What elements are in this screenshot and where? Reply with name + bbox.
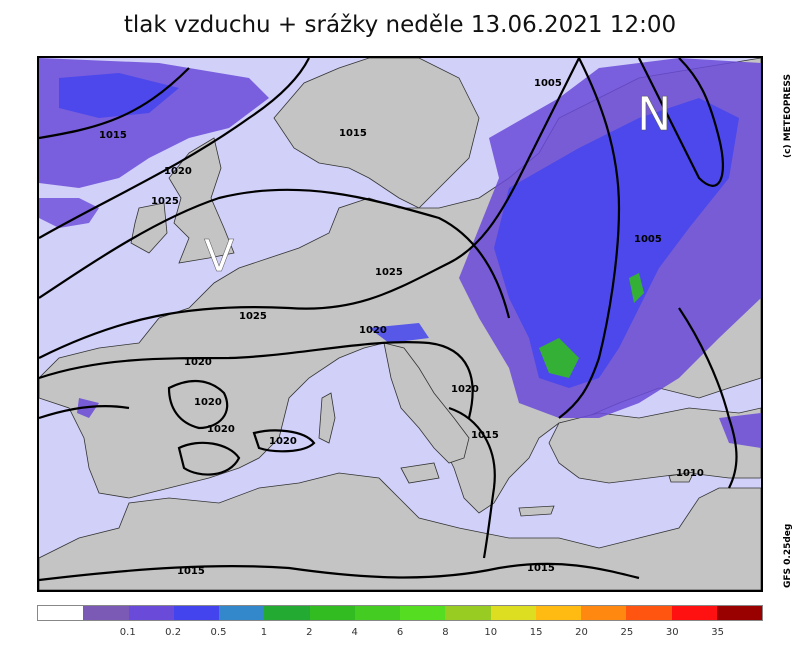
land-cyprus	[668, 471, 695, 483]
legend-label: 4	[351, 627, 358, 638]
isobar-path	[167, 380, 229, 430]
legend-swatch	[445, 606, 491, 620]
land-north-africa	[39, 472, 761, 590]
precip-heavy-balkans	[539, 338, 579, 378]
legend-swatch	[354, 606, 400, 620]
isobar-label: 1020	[184, 357, 212, 368]
isobar-label: 1025	[375, 267, 403, 278]
isobar-path	[39, 404, 130, 420]
credit-text: (c) METEOPRESS	[783, 74, 793, 158]
precip-north-atlantic-core	[59, 73, 179, 118]
legend-swatch	[626, 606, 672, 620]
land-sardinia	[318, 392, 336, 444]
isobar-label: 1015	[339, 128, 367, 139]
legend-swatch	[264, 606, 310, 620]
high-pressure-letter: V	[204, 231, 234, 282]
legend-label: 6	[396, 627, 404, 638]
isobar-path	[39, 58, 580, 359]
isobar-label: 1020	[207, 424, 235, 435]
precip-eastern-europe-core	[494, 98, 739, 388]
legend-swatch	[581, 606, 627, 620]
legend-label: 1	[260, 627, 268, 638]
land-crete	[518, 505, 555, 517]
isobar-path	[39, 341, 474, 419]
legend-swatch	[309, 606, 355, 620]
isobar-path	[558, 58, 621, 419]
land-italy	[383, 342, 470, 464]
land-britain	[168, 137, 235, 264]
precip-heavy-east	[629, 273, 644, 303]
legend-swatch	[490, 606, 536, 620]
legend-swatch	[38, 606, 84, 620]
precip-legend	[37, 605, 763, 621]
isobar-path	[678, 307, 738, 489]
precip-alps	[369, 323, 429, 343]
legend-label: 25	[620, 627, 634, 638]
map-canvas: 1005 1015 1015 1020 1025 1025 1025 1020 …	[39, 58, 761, 590]
isobar-path	[39, 562, 640, 582]
isobar-path	[448, 406, 496, 559]
legend-swatch	[671, 606, 717, 620]
isobars	[39, 58, 738, 582]
isobar-label: 1020	[194, 397, 222, 408]
weather-map: 1005 1015 1015 1020 1025 1025 1025 1020 …	[37, 56, 763, 592]
map-title: tlak vzduchu + srážky neděle 13.06.2021 …	[123, 12, 677, 38]
isobar-label: 1015	[99, 130, 127, 141]
isobar-path	[39, 67, 190, 140]
isobar-path	[252, 429, 316, 453]
legend-label: 20	[575, 627, 588, 638]
model-text-box: GFS 0.25deg	[783, 524, 793, 588]
legend-label: 15	[529, 627, 543, 638]
credit-text-box: (c) METEOPRESS	[783, 74, 793, 158]
isobar-path	[177, 441, 241, 476]
legend-label: 2	[306, 627, 313, 638]
isobar-label-group: 1005 1015 1015 1020 1025 1025 1025 1020 …	[99, 78, 704, 577]
isobar-label: 1010	[676, 468, 704, 479]
isobar-label: 1015	[527, 563, 555, 574]
isobar-label: 1005	[534, 78, 562, 89]
legend-label: 35	[711, 627, 724, 638]
isobar-label: 1025	[151, 196, 179, 207]
isobar-label: 1015	[177, 566, 205, 577]
legend-label: 8	[442, 627, 449, 638]
legend-swatch	[716, 606, 762, 620]
isobar-label: 1020	[359, 325, 387, 336]
land-turkey	[548, 407, 761, 484]
legend-swatch	[219, 606, 265, 620]
land-scandinavia	[273, 58, 480, 209]
isobar-label: 1015	[471, 430, 499, 441]
precip-atlantic-west	[39, 198, 99, 228]
isobar-label: 1020	[269, 436, 297, 447]
low-pressure-letter: N	[637, 87, 671, 141]
isobar-path	[638, 58, 724, 187]
isobar-label: 1020	[164, 166, 192, 177]
isobar-path	[39, 58, 310, 239]
isobar-label: 1005	[634, 234, 662, 245]
precip-legend-labels: 0.1 0.2 0.5 1 2 4 6 8 10 15 20 25 30 35	[37, 627, 763, 641]
precipitation	[39, 58, 761, 448]
legend-label: 30	[665, 627, 679, 638]
legend-swatch	[83, 606, 129, 620]
legend-swatch	[400, 606, 446, 620]
legend-swatch	[128, 606, 174, 620]
model-text: GFS 0.25deg	[783, 524, 793, 588]
legend-label: 0.1	[119, 627, 136, 638]
isobar-path	[39, 188, 511, 319]
isobar-label: 1025	[239, 311, 267, 322]
legend-label: 0.5	[210, 627, 227, 638]
legend-swatch	[535, 606, 581, 620]
isobar-label: 1020	[451, 384, 479, 395]
legend-label: 10	[484, 627, 498, 638]
legend-label: 0.2	[165, 627, 182, 638]
land-sicily	[400, 462, 440, 484]
legend-swatch	[173, 606, 219, 620]
